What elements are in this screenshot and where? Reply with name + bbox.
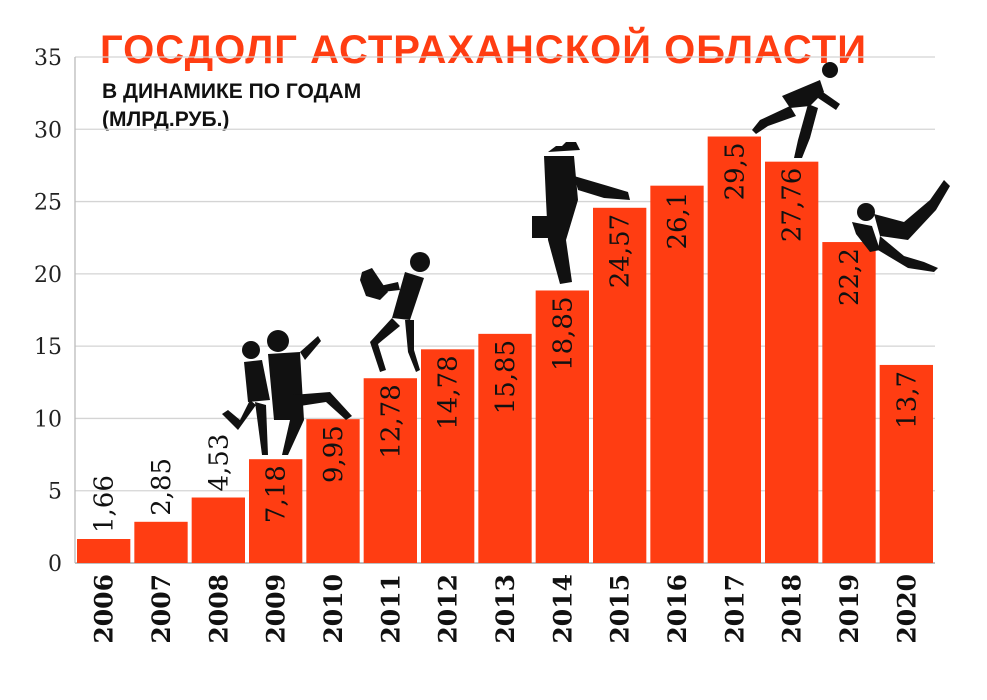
bar-2013 <box>478 333 532 563</box>
dancer-silhouette-icon <box>852 180 950 272</box>
bar-2020 <box>879 364 933 563</box>
data-label: 24,57 <box>606 214 636 288</box>
y-tick-label: 5 <box>48 480 62 505</box>
chart-title: ГОСДОЛГ АСТРАХАНСКОЙ ОБЛАСТИ <box>100 28 867 72</box>
bar-2006 <box>77 539 131 563</box>
data-label: 14,78 <box>434 355 464 429</box>
saxophonist-silhouette-icon <box>360 252 430 372</box>
subtitle-line-2: (МЛРД.РУБ.) <box>102 108 230 131</box>
data-label: 18,85 <box>548 296 578 370</box>
bar-2015 <box>593 207 647 563</box>
data-label: 2,85 <box>147 458 177 516</box>
bar-2017 <box>707 136 761 563</box>
x-tick-label: 2020 <box>892 574 921 644</box>
falling-man-silhouette-icon <box>752 62 840 158</box>
couple-silhouette-icon <box>222 330 352 455</box>
x-tick-label: 2018 <box>778 574 807 644</box>
chart-subtitle: В ДИНАМИКЕ ПО ГОДАМ (МЛРД.РУБ.) <box>102 78 361 134</box>
x-tick-label: 2016 <box>663 574 692 644</box>
subtitle-line-1: В ДИНАМИКЕ ПО ГОДАМ <box>102 80 362 103</box>
x-axis-ticks: 2006 2007 2008 2009 2010 2011 2012 2013 2014 2015… <box>90 574 922 644</box>
x-tick-label: 2014 <box>548 574 577 644</box>
x-tick-label: 2006 <box>90 574 119 644</box>
bar-2009 <box>249 459 303 563</box>
x-tick-label: 2010 <box>319 574 348 644</box>
data-label: 9,95 <box>319 425 349 483</box>
data-label: 4,53 <box>204 434 234 492</box>
data-label: 7,18 <box>262 465 292 523</box>
bars <box>77 136 933 563</box>
data-label: 12,78 <box>376 384 406 458</box>
x-tick-label: 2008 <box>204 574 233 644</box>
y-tick-label: 35 <box>34 46 62 71</box>
x-tick-label: 2019 <box>835 574 864 644</box>
data-label: 29,5 <box>720 143 750 201</box>
x-tick-label: 2009 <box>262 574 291 644</box>
data-label: 27,76 <box>778 168 808 242</box>
walker-silhouette-icon <box>532 142 630 284</box>
bar-2016 <box>650 185 704 563</box>
x-tick-label: 2017 <box>720 574 749 644</box>
data-label: 15,85 <box>491 340 521 414</box>
bar-2012 <box>421 349 475 563</box>
y-tick-label: 0 <box>48 552 62 577</box>
data-label: 22,2 <box>835 248 865 306</box>
y-tick-label: 20 <box>34 263 62 288</box>
bar-2011 <box>363 378 417 563</box>
data-label: 1,66 <box>90 475 120 533</box>
bar-2010 <box>306 419 360 563</box>
x-tick-label: 2013 <box>491 574 520 644</box>
y-tick-label: 10 <box>34 407 62 432</box>
x-tick-label: 2007 <box>147 574 176 644</box>
bar-2014 <box>535 290 589 563</box>
y-tick-label: 25 <box>34 191 62 216</box>
bar-2007 <box>134 521 188 563</box>
data-label: 13,7 <box>892 371 922 429</box>
x-tick-label: 2011 <box>376 574 405 644</box>
y-tick-label: 15 <box>34 335 62 360</box>
silhouette-figures <box>222 62 950 455</box>
data-label: 26,1 <box>663 192 693 250</box>
x-tick-label: 2012 <box>434 574 463 644</box>
bar-2019 <box>822 242 876 563</box>
y-tick-label: 30 <box>34 118 62 143</box>
bar-2018 <box>765 161 819 563</box>
y-axis-ticks: 0 5 10 15 20 25 30 35 <box>34 46 62 577</box>
x-tick-label: 2015 <box>606 574 635 644</box>
data-labels: 1,66 2,85 4,53 7,18 9,95 12,78 14,78 15,85 18,85… <box>90 143 923 533</box>
bar-2008 <box>191 497 245 563</box>
